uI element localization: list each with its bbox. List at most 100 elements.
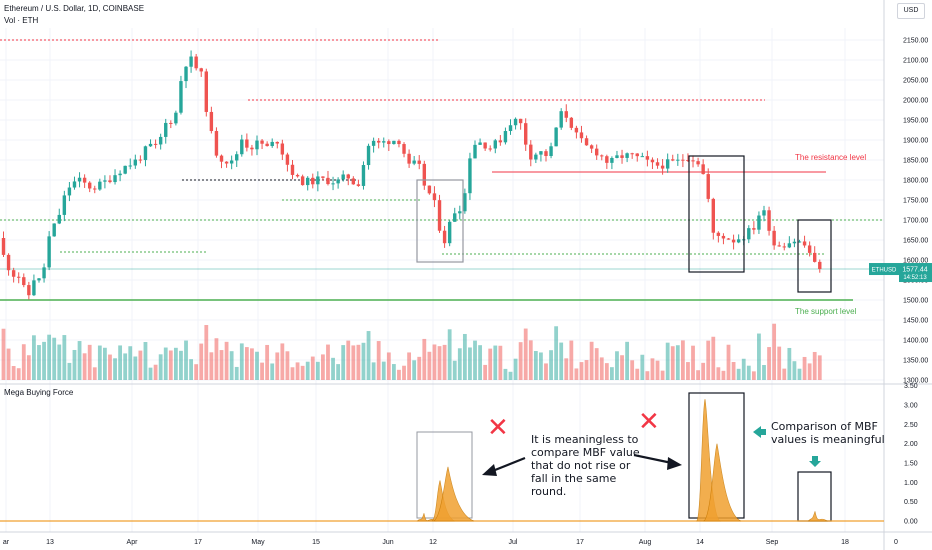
candle-body bbox=[382, 141, 386, 143]
candle-body bbox=[681, 159, 685, 161]
volume-bar bbox=[584, 360, 589, 380]
volume-bar bbox=[118, 345, 123, 380]
volume-bar bbox=[92, 367, 97, 380]
candle-body bbox=[483, 142, 487, 149]
volume-bar bbox=[108, 354, 112, 380]
candle-body bbox=[792, 241, 797, 244]
candle-body bbox=[797, 241, 802, 243]
volume-bar bbox=[300, 365, 305, 380]
volume-bar bbox=[158, 354, 163, 380]
candle-body bbox=[326, 177, 330, 185]
volume-bar bbox=[376, 341, 381, 380]
candle-body bbox=[62, 195, 67, 215]
volume-bar bbox=[498, 345, 503, 380]
candle-body bbox=[387, 141, 391, 145]
candle-body bbox=[77, 177, 82, 182]
volume-bar bbox=[777, 346, 782, 380]
volume-bar bbox=[665, 342, 670, 380]
candle-body bbox=[655, 162, 660, 166]
volume-bar bbox=[356, 344, 361, 380]
candle-body bbox=[696, 161, 700, 165]
candle-body bbox=[214, 131, 219, 156]
candle-body bbox=[346, 174, 350, 179]
volume-bar bbox=[680, 340, 685, 380]
candle-body bbox=[584, 138, 589, 146]
volume-bar bbox=[341, 345, 346, 380]
indicator-tick-label: 0.00 bbox=[904, 519, 918, 526]
volume-bar bbox=[422, 338, 427, 380]
candle-body bbox=[229, 160, 234, 164]
volume-bar bbox=[62, 335, 67, 380]
volume-bar bbox=[483, 364, 488, 380]
volume-bar bbox=[762, 365, 766, 380]
volume-bar bbox=[224, 341, 229, 380]
candle-body bbox=[676, 159, 680, 161]
candle-body bbox=[645, 156, 650, 160]
candle-body bbox=[686, 160, 690, 162]
currency-button[interactable]: USD bbox=[897, 3, 925, 19]
mbf-peak bbox=[807, 511, 828, 522]
candle-body bbox=[270, 141, 274, 147]
volume-bar bbox=[133, 356, 138, 380]
volume-bar bbox=[604, 363, 609, 380]
price-tag-bg bbox=[899, 263, 932, 283]
axes: 1300.001350.001400.001450.001500.001550.… bbox=[3, 38, 932, 546]
candle-body bbox=[787, 243, 792, 248]
candle-body bbox=[422, 163, 427, 186]
indicator-tick-label: 3.00 bbox=[904, 403, 918, 410]
candle-body bbox=[402, 144, 406, 154]
volume-bar bbox=[711, 336, 716, 380]
volume-bar bbox=[173, 347, 178, 380]
candle-body bbox=[503, 131, 508, 143]
candlesticks bbox=[1, 50, 822, 300]
volume-bar bbox=[113, 358, 117, 380]
volume-bar bbox=[620, 355, 624, 380]
highlight-box bbox=[416, 179, 464, 263]
volume-bar bbox=[701, 362, 706, 380]
volume-bar bbox=[787, 347, 792, 380]
price-tick-label: 1650.00 bbox=[903, 238, 928, 245]
symbol-title: Ethereum / U.S. Dollar, 1D, COINBASE bbox=[4, 4, 145, 13]
volume-bar bbox=[204, 325, 209, 380]
candle-body bbox=[518, 118, 523, 124]
candle-body bbox=[316, 176, 320, 185]
candle-body bbox=[113, 175, 117, 183]
candle-body bbox=[235, 154, 239, 161]
annotation-arrows bbox=[482, 426, 821, 476]
candle-body bbox=[412, 160, 416, 164]
candle-body bbox=[508, 125, 513, 132]
volume-bar bbox=[189, 359, 193, 380]
volume-bar bbox=[615, 351, 619, 380]
candle-body bbox=[757, 215, 761, 230]
candle-body bbox=[524, 123, 528, 145]
candle-body bbox=[138, 159, 143, 161]
volume-bar bbox=[143, 342, 148, 380]
candle-body bbox=[498, 140, 503, 143]
volume-bar bbox=[741, 358, 746, 380]
volume-bar bbox=[153, 364, 158, 380]
volume-bar bbox=[239, 343, 244, 380]
volume-bar bbox=[736, 368, 741, 380]
volume-bar bbox=[589, 341, 594, 380]
candle-body bbox=[275, 141, 279, 144]
candle-body bbox=[589, 145, 594, 149]
candle-body bbox=[255, 140, 259, 150]
price-tick-label: 1700.00 bbox=[903, 218, 928, 225]
volume-bar bbox=[817, 355, 822, 380]
price-tick-label: 1350.00 bbox=[903, 358, 928, 365]
candle-body bbox=[245, 139, 249, 148]
volume-bar bbox=[574, 368, 579, 380]
volume-bar bbox=[199, 343, 204, 380]
volume-bar bbox=[315, 361, 320, 380]
candle-body bbox=[417, 160, 421, 164]
candle-body bbox=[549, 146, 553, 157]
price-tick-label: 2150.00 bbox=[903, 38, 928, 45]
volume-bar bbox=[533, 351, 538, 380]
volume-bar bbox=[214, 338, 219, 380]
volume-bar bbox=[746, 365, 751, 380]
volume-bar bbox=[650, 358, 655, 380]
volume-bar bbox=[57, 344, 62, 380]
candle-body bbox=[93, 188, 97, 190]
candle-body bbox=[153, 143, 158, 145]
